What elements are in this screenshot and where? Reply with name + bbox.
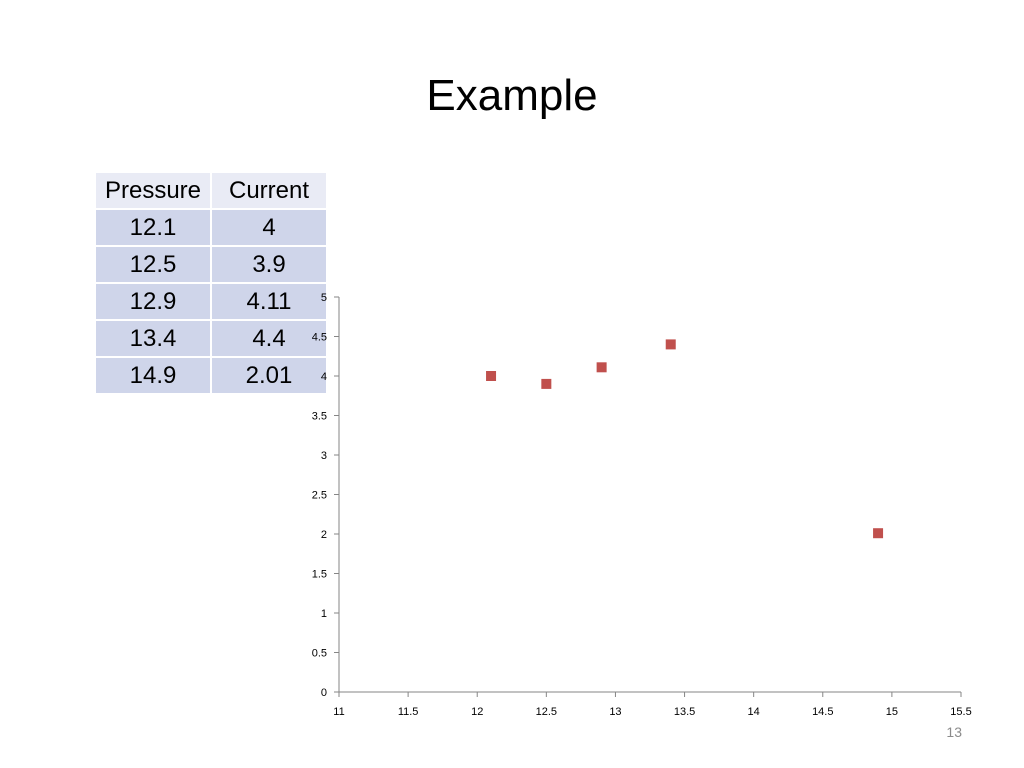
- x-tick-label: 11.5: [398, 706, 419, 718]
- cell-current: 3.9: [210, 245, 328, 284]
- slide-title: Example: [426, 71, 598, 120]
- x-tick-label: 11: [333, 706, 344, 718]
- table-row: 12.5 3.9: [94, 245, 328, 284]
- chart-points: [486, 339, 884, 539]
- cell-pressure: 14.9: [94, 356, 212, 395]
- cell-current: 4: [210, 208, 328, 247]
- data-point: [486, 371, 497, 381]
- y-tick-label: 2.5: [312, 490, 327, 502]
- cell-pressure: 12.1: [94, 208, 212, 247]
- table-row: 13.4 4.4: [94, 319, 328, 358]
- y-tick-label: 4.5: [312, 332, 327, 344]
- x-tick-label: 13.5: [674, 706, 695, 718]
- cell-current: 4.11: [210, 282, 328, 321]
- page-number: 13: [946, 724, 962, 740]
- y-tick-label: 1.5: [312, 569, 327, 581]
- header-current: Current: [210, 171, 328, 210]
- cell-pressure: 12.9: [94, 282, 212, 321]
- data-point: [665, 339, 676, 350]
- y-tick-label: 4: [321, 371, 327, 383]
- cell-current: 4.4: [210, 319, 328, 358]
- table-header-row: Pressure Current: [94, 171, 328, 210]
- x-tick-label: 13: [609, 706, 621, 718]
- table-row: 12.9 4.11: [94, 282, 328, 321]
- header-pressure: Pressure: [94, 171, 212, 210]
- y-tick-label: 2: [321, 529, 327, 541]
- x-tick-label: 15.5: [950, 706, 971, 718]
- cell-pressure: 12.5: [94, 245, 212, 284]
- y-tick-label: 0: [321, 687, 327, 699]
- x-tick-label: 12.5: [536, 706, 557, 718]
- data-point: [596, 362, 607, 373]
- y-tick-label: 5: [321, 292, 327, 304]
- x-tick-label: 14: [748, 706, 760, 718]
- y-tick-label: 1: [321, 608, 327, 620]
- cell-pressure: 13.4: [94, 319, 212, 358]
- data-point: [541, 378, 552, 389]
- x-tick-label: 14.5: [812, 706, 833, 718]
- data-table: Pressure Current 12.1 4 12.5 3.9 12.9 4.…: [94, 171, 328, 395]
- table-row: 14.9 2.01: [94, 356, 328, 395]
- x-tick-label: 12: [471, 706, 483, 718]
- x-tick-label: 15: [886, 706, 898, 718]
- y-tick-label: 3.5: [312, 411, 327, 423]
- y-tick-label: 3: [321, 450, 327, 462]
- data-point: [873, 528, 884, 539]
- table-row: 12.1 4: [94, 208, 328, 247]
- cell-current: 2.01: [210, 356, 328, 395]
- y-tick-label: 0.5: [312, 648, 327, 660]
